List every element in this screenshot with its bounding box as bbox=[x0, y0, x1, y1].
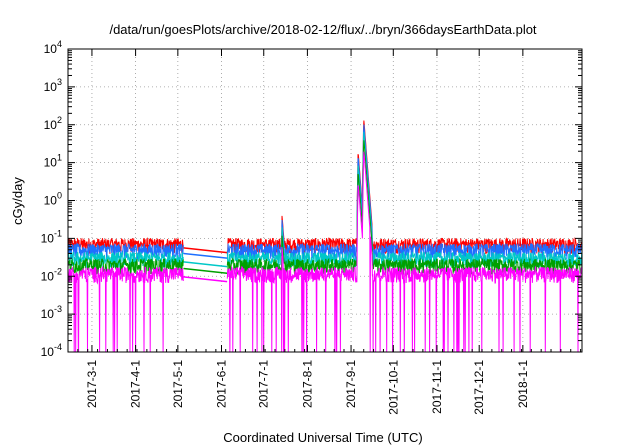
series-gap-connector-2 bbox=[183, 252, 228, 259]
y-tick-label: 104 bbox=[44, 39, 62, 56]
series-line-5 bbox=[226, 151, 583, 353]
y-tick-label: 101 bbox=[44, 153, 62, 170]
series-gap-connector-5 bbox=[183, 276, 228, 283]
x-tick-label: 2017-6-1 bbox=[214, 360, 228, 408]
grid-lines bbox=[68, 48, 582, 353]
series-line-3 bbox=[226, 131, 583, 269]
x-tick-label: 2017-7-1 bbox=[257, 360, 271, 408]
y-axis: 10-4 10-3 10-2 10-1 100 101 102 103 104 bbox=[41, 39, 582, 359]
chart-title: /data/run/goesPlots/archive/2018-02-12/f… bbox=[109, 22, 536, 37]
y-tick-label: 10-4 bbox=[41, 342, 62, 359]
x-tick-label: 2017-4-1 bbox=[129, 360, 143, 408]
x-tick-label: 2017-10-1 bbox=[386, 360, 400, 415]
y-axis-label: cGy/day bbox=[10, 177, 25, 225]
y-tick-label: 102 bbox=[44, 115, 62, 132]
series-group bbox=[67, 120, 583, 353]
series-line-5 bbox=[67, 266, 184, 353]
series-gap-connector-3 bbox=[183, 261, 228, 268]
y-tick-label: 103 bbox=[44, 77, 62, 94]
series-line-1 bbox=[226, 120, 583, 256]
x-tick-label: 2017-3-1 bbox=[85, 360, 99, 408]
series-line-2 bbox=[226, 124, 583, 261]
y-tick-label: 10-1 bbox=[41, 228, 62, 245]
x-axis: 2017-3-1 2017-4-1 2017-5-1 2017-6-1 2017-7-1… bbox=[67, 49, 582, 415]
series-gap-connector-4 bbox=[183, 267, 228, 274]
x-tick-label: 2017-8-1 bbox=[300, 360, 314, 408]
x-axis-label: Coordinated Universal Time (UTC) bbox=[223, 430, 422, 445]
x-tick-label: 2017-5-1 bbox=[171, 360, 185, 408]
series-line-3 bbox=[67, 250, 184, 268]
x-tick-label: 2017-11-1 bbox=[430, 360, 444, 414]
y-tick-label: 10-2 bbox=[41, 266, 62, 283]
x-tick-label: 2017-12-1 bbox=[472, 360, 486, 415]
y-tick-label: 100 bbox=[44, 191, 62, 208]
y-tick-label: 10-3 bbox=[41, 304, 62, 321]
series-gap-connector-1 bbox=[183, 247, 228, 254]
x-tick-label: 2017-9-1 bbox=[344, 360, 358, 408]
x-tick-label: 2018-1-1 bbox=[516, 360, 530, 408]
series-line-4 bbox=[67, 257, 184, 276]
